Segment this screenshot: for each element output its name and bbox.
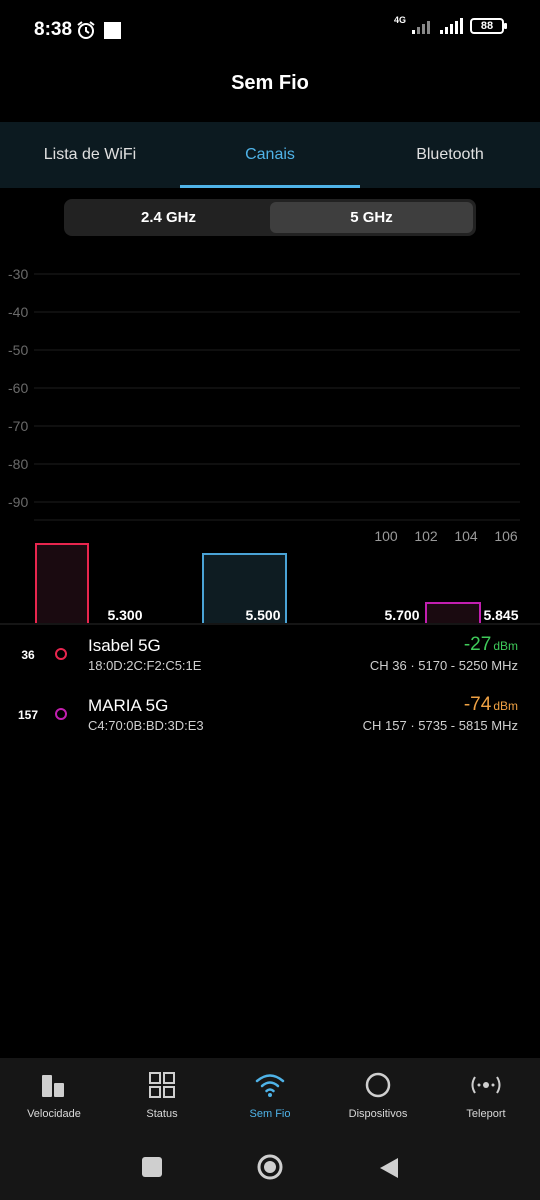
frequency-label: 5.845 bbox=[483, 607, 518, 623]
channel-bar bbox=[425, 602, 481, 623]
signal-value: -27 bbox=[463, 634, 492, 655]
back-icon[interactable] bbox=[378, 1156, 400, 1180]
nav-status[interactable]: Status bbox=[108, 1058, 216, 1138]
tab-bar: Lista de WiFi Canais Bluetooth bbox=[0, 122, 540, 188]
battery-icon: 88 bbox=[470, 18, 507, 34]
channel-label: 104 bbox=[454, 528, 478, 544]
page-title: Sem Fio bbox=[231, 72, 309, 94]
network-channel: 157 bbox=[17, 708, 39, 722]
bottom-nav: Velocidade Status Sem Fio bbox=[0, 1058, 540, 1138]
nav-label: Velocidade bbox=[27, 1108, 81, 1120]
status-time: 8:38 bbox=[34, 19, 73, 40]
network-mac: 18:0D:2C:F2:C5:1E bbox=[88, 658, 202, 673]
network-color-dot bbox=[55, 708, 67, 720]
network-type: 4G bbox=[393, 15, 406, 25]
speed-icon bbox=[42, 1075, 64, 1097]
grid-icon bbox=[149, 1072, 175, 1098]
teleport-icon bbox=[471, 1076, 501, 1094]
circle-icon bbox=[365, 1072, 391, 1098]
channel-label: 100 bbox=[374, 528, 398, 544]
status-bar: 8:38 4G 88 bbox=[0, 0, 540, 60]
nav-teleport[interactable]: Teleport bbox=[432, 1058, 540, 1138]
network-signal: -74 dBm bbox=[464, 694, 518, 716]
channel-chart: -30 -40 -50 -60 -70 -80 -90 100 102 104 106 5.300 5.… bbox=[0, 266, 540, 625]
recents-icon[interactable] bbox=[141, 1156, 163, 1178]
y-tick-label: -70 bbox=[8, 418, 28, 434]
network-row[interactable]: 157 MARIA 5G C4:70:0B:BD:3D:E3 -74 dBm CH… bbox=[0, 688, 540, 748]
signal-unit: dBm bbox=[493, 699, 518, 713]
tab-bluetooth[interactable]: Bluetooth bbox=[416, 146, 484, 163]
status-right-icons: 4G 88 bbox=[393, 15, 507, 34]
y-tick-label: -90 bbox=[8, 494, 28, 510]
signal-unit: dBm bbox=[493, 639, 518, 653]
nav-label: Status bbox=[146, 1108, 178, 1120]
network-signal: -27 dBm bbox=[464, 634, 518, 656]
notification-square-icon bbox=[104, 21, 121, 39]
nav-speed[interactable]: Velocidade bbox=[0, 1058, 108, 1138]
band-selector: 2.4 GHz 5 GHz bbox=[64, 199, 476, 236]
signal-icon-2 bbox=[440, 18, 463, 34]
signal-icon-1 bbox=[412, 21, 430, 34]
home-icon[interactable] bbox=[256, 1153, 284, 1181]
wifi-icon bbox=[255, 1074, 285, 1097]
y-tick-label: -60 bbox=[8, 380, 28, 396]
y-tick-label: -80 bbox=[8, 456, 28, 472]
network-row[interactable]: 36 Isabel 5G 18:0D:2C:F2:C5:1E -27 dBm CH… bbox=[0, 628, 540, 688]
nav-wireless[interactable]: Sem Fio bbox=[216, 1058, 324, 1138]
nav-label: Sem Fio bbox=[249, 1108, 291, 1120]
status-left-icons bbox=[76, 20, 121, 40]
tab-channels[interactable]: Canais bbox=[180, 122, 360, 188]
channel-label: 106 bbox=[494, 528, 518, 544]
y-tick-label: -50 bbox=[8, 342, 28, 358]
alarm-icon bbox=[77, 21, 95, 39]
network-mac: C4:70:0B:BD:3D:E3 bbox=[88, 718, 204, 733]
network-ssid: MARIA 5G bbox=[88, 696, 169, 715]
network-ssid: Isabel 5G bbox=[88, 636, 161, 655]
network-channel-info: CH 36 · 5170 - 5250 MHz bbox=[369, 658, 518, 673]
nav-label: Teleport bbox=[466, 1108, 506, 1120]
channel-label: 102 bbox=[414, 528, 438, 544]
channel-bar bbox=[202, 553, 287, 623]
network-color-dot bbox=[55, 648, 67, 660]
frequency-label: 5.700 bbox=[384, 607, 419, 623]
system-nav-bar bbox=[0, 1138, 540, 1200]
y-tick-label: -40 bbox=[8, 304, 28, 320]
channel-bar bbox=[35, 543, 89, 623]
band-5ghz-button[interactable]: 5 GHz bbox=[270, 202, 473, 233]
network-channel-info: CH 157 · 5735 - 5815 MHz bbox=[362, 718, 518, 733]
nav-label: Dispositivos bbox=[348, 1108, 408, 1120]
y-tick-label: -30 bbox=[8, 266, 28, 282]
frequency-label: 5.500 bbox=[245, 607, 280, 623]
band-2-4ghz-button[interactable]: 2.4 GHz bbox=[140, 209, 197, 226]
network-list: 36 Isabel 5G 18:0D:2C:F2:C5:1E -27 dBm CH… bbox=[0, 628, 540, 748]
network-channel: 36 bbox=[21, 648, 35, 662]
signal-value: -74 bbox=[463, 694, 492, 715]
tab-wifi-list[interactable]: Lista de WiFi bbox=[43, 146, 137, 163]
nav-devices[interactable]: Dispositivos bbox=[324, 1058, 432, 1138]
frequency-label: 5.300 bbox=[107, 607, 142, 623]
